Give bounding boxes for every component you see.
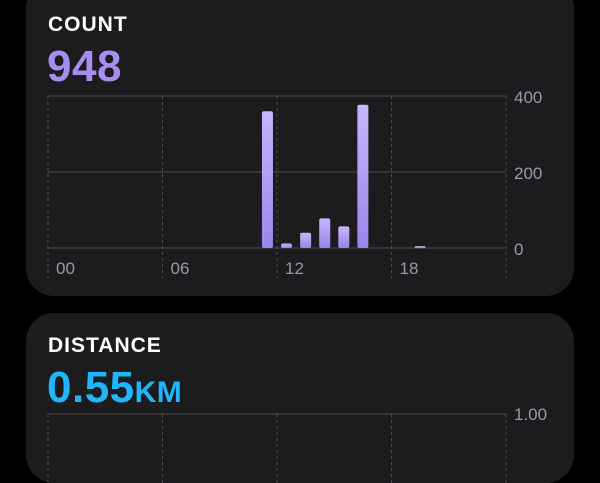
distance-card[interactable]: DISTANCE 0.55KM 1.00 xyxy=(26,313,574,483)
x-tick-label: 06 xyxy=(171,259,190,278)
y-tick-label: 400 xyxy=(514,88,542,107)
count-bar xyxy=(281,243,293,248)
count-bar xyxy=(319,218,331,248)
distance-title: DISTANCE xyxy=(48,334,162,357)
x-tick-label: 00 xyxy=(56,259,75,278)
count-bar xyxy=(338,226,350,248)
y-tick-label: 200 xyxy=(514,164,542,183)
distance-unit: KM xyxy=(134,376,183,409)
distance-chart: 1.00 xyxy=(47,405,547,483)
count-title: COUNT xyxy=(48,13,128,36)
x-tick-label: 12 xyxy=(285,259,304,278)
count-card[interactable]: COUNT 948 0 200 400 00 06 12 18 xyxy=(26,0,574,296)
y-tick-label: 1.00 xyxy=(514,405,547,424)
y-tick-label: 0 xyxy=(514,240,523,259)
count-bar-chart: 0 200 400 00 06 12 18 xyxy=(47,88,542,278)
x-tick-label: 18 xyxy=(400,259,419,278)
count-bar xyxy=(414,246,426,249)
count-bar xyxy=(261,111,273,248)
count-bar xyxy=(300,232,312,248)
count-bar xyxy=(357,104,369,249)
distance-value: 0.55KM xyxy=(47,363,182,413)
count-value: 948 xyxy=(47,42,122,91)
distance-number: 0.55 xyxy=(47,363,135,412)
